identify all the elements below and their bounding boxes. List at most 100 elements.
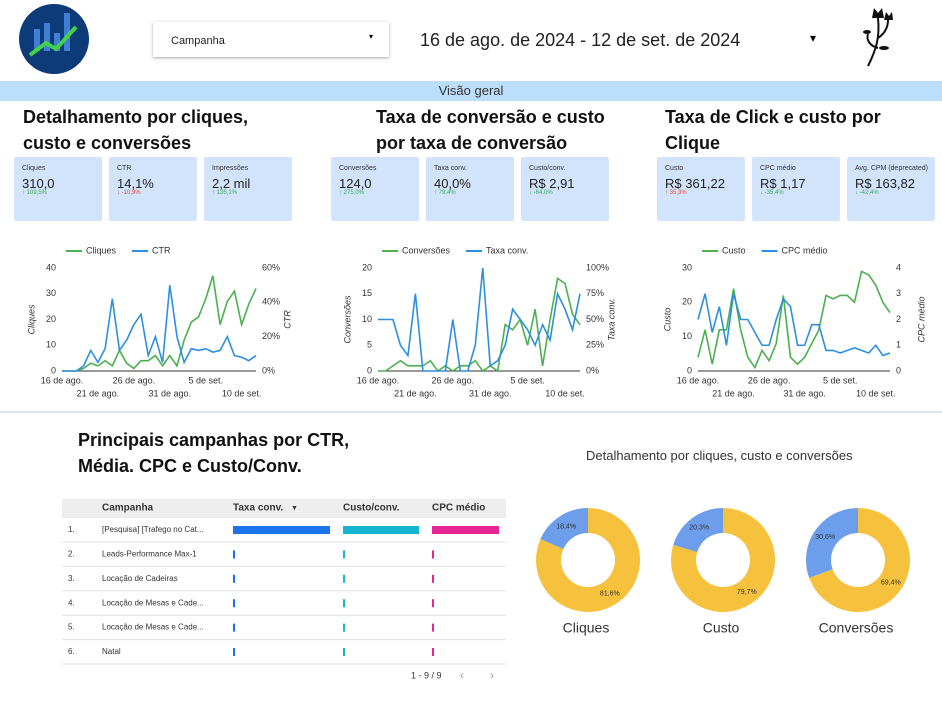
table-bar	[343, 623, 345, 632]
donut-slice	[536, 508, 640, 612]
table-title: Principais campanhas por CTR, Média. CPC…	[78, 430, 350, 476]
kpi-card: Avg. CPM (deprecated) R$ 163,82 ↓ -42,4%	[847, 157, 935, 221]
row-rank: 4.	[68, 598, 75, 607]
y2-tick-label: 40%	[262, 297, 280, 307]
kpi-value: 310,0	[22, 176, 55, 191]
donut-slice	[671, 508, 776, 612]
kpi-label: Impressões	[212, 165, 249, 172]
campaign-name: Locação de Cadeiras	[102, 574, 178, 583]
kpi-label: CTR	[117, 165, 132, 172]
x-tick-label: 10 de set.	[856, 388, 896, 398]
next-page[interactable]: ›	[490, 668, 494, 682]
kpi-label: Custo/conv.	[529, 165, 566, 172]
divider	[0, 411, 942, 413]
kpi-value: R$ 163,82	[855, 176, 915, 191]
table-bar	[233, 623, 236, 632]
kpi-delta: ↓ -42,4%	[855, 190, 879, 196]
x-tick-label: 31 de ago.	[149, 388, 192, 398]
donut-slice	[673, 508, 723, 553]
donut-slice	[806, 508, 858, 578]
table-bar	[343, 574, 345, 583]
kpi-card: Custo/conv. R$ 2,91 ↓ -64,0%	[521, 157, 609, 221]
filter-dropdown[interactable]: Campanha ▾	[153, 22, 389, 57]
column-header[interactable]: Taxa conv.	[233, 503, 283, 514]
legend-label: Custo	[722, 245, 746, 255]
x-tick-label: 21 de ago.	[394, 388, 437, 398]
x-tick-label: 26 de ago.	[748, 375, 791, 385]
donut-slice	[540, 508, 588, 550]
kpi-delta: ↑ 109,5%	[22, 190, 48, 196]
legend-label: Cliques	[86, 245, 117, 255]
slice-label: 69,4%	[881, 580, 901, 587]
table-bar	[432, 526, 499, 534]
kpi-delta: ↑ 275,0%	[339, 190, 365, 196]
series-line	[697, 270, 891, 370]
y-tick-label: 10	[46, 340, 56, 350]
y-tick-label: 5	[367, 340, 372, 350]
campaign-name: Locação de Mesas e Cade...	[102, 598, 204, 607]
y-tick-label: 10	[682, 331, 692, 341]
y-tick-label: 0	[51, 365, 56, 375]
kpi-card: CTR 14,1% ↓ -10,9%	[109, 157, 197, 221]
x-tick-label: 21 de ago.	[77, 388, 120, 398]
kpi-delta: ↑ 35,3%	[665, 190, 687, 196]
x-tick-label: 5 de set.	[188, 375, 223, 385]
y2-tick-label: 0	[896, 365, 901, 375]
x-tick-label: 16 de ago.	[41, 375, 84, 385]
series-line	[378, 267, 581, 372]
y-tick-label: 0	[367, 365, 372, 375]
pagination: 1 - 9 / 9	[411, 670, 442, 680]
section-title: Detalhamento por cliques, custo e conver…	[23, 107, 249, 153]
y-tick-label: 40	[46, 262, 56, 272]
legend-label: Taxa conv.	[486, 245, 528, 255]
kpi-value: 14,1%	[117, 176, 154, 191]
kpi-value: 124,0	[339, 176, 372, 191]
y2-tick-label: 20%	[262, 331, 280, 341]
x-tick-label: 5 de set.	[510, 375, 545, 385]
y2-tick-label: 4	[896, 262, 901, 272]
flower-icon	[863, 8, 893, 67]
table-bar	[233, 574, 236, 583]
table-bar	[432, 599, 434, 608]
kpi-delta: ↓ -64,0%	[529, 190, 553, 196]
legend-label: CPC médio	[782, 245, 828, 255]
kpi-label: Custo	[665, 165, 684, 172]
donut-title: Cliques	[563, 620, 610, 636]
kpi-label: Avg. CPM (deprecated)	[855, 165, 929, 172]
prev-page[interactable]: ‹	[460, 668, 464, 682]
table-bar	[233, 550, 236, 559]
donut-slice	[809, 508, 911, 613]
table-bar	[233, 648, 236, 656]
table-bar	[432, 648, 434, 656]
y-tick-label: 20	[46, 314, 56, 324]
y2-tick-label: 3	[896, 288, 901, 298]
slice-label: 18,4%	[556, 523, 576, 530]
kpi-label: Conversões	[339, 165, 377, 172]
kpi-delta: ↓ -10,9%	[117, 190, 141, 196]
campaign-name: Natal	[102, 647, 121, 656]
column-header[interactable]: CPC médio	[432, 503, 485, 514]
kpi-card: Conversões 124,0 ↑ 275,0%	[331, 157, 419, 221]
y-tick-label: 15	[362, 288, 372, 298]
y-tick-label: 20	[682, 297, 692, 307]
x-tick-label: 5 de set.	[823, 375, 858, 385]
row-rank: 1.	[68, 525, 75, 534]
dropdown-arrow: ▾	[368, 32, 373, 41]
date-arrow[interactable]: ▾	[810, 31, 817, 45]
y2-tick-label: 60%	[262, 262, 280, 272]
column-header[interactable]: Campanha	[102, 503, 154, 514]
y2-tick-label: 0%	[586, 365, 599, 375]
y-tick-label: 20	[362, 262, 372, 272]
column-header[interactable]: Custo/conv.	[343, 503, 400, 514]
y2-tick-label: 1	[896, 340, 901, 350]
filter-label: Campanha	[171, 35, 225, 47]
table-bar	[432, 550, 434, 559]
kpi-card: Impressões 2,2 mil ↑ 135,1%	[204, 157, 292, 221]
date-range[interactable]: 16 de ago. de 2024 - 12 de set. de 2024	[420, 30, 741, 50]
kpi-card: Cliques 310,0 ↑ 109,5%	[14, 157, 102, 221]
y-axis-title: Custo	[662, 308, 672, 332]
y-tick-label: 30	[682, 262, 692, 272]
y2-tick-label: 75%	[586, 288, 604, 298]
logo	[19, 4, 89, 74]
